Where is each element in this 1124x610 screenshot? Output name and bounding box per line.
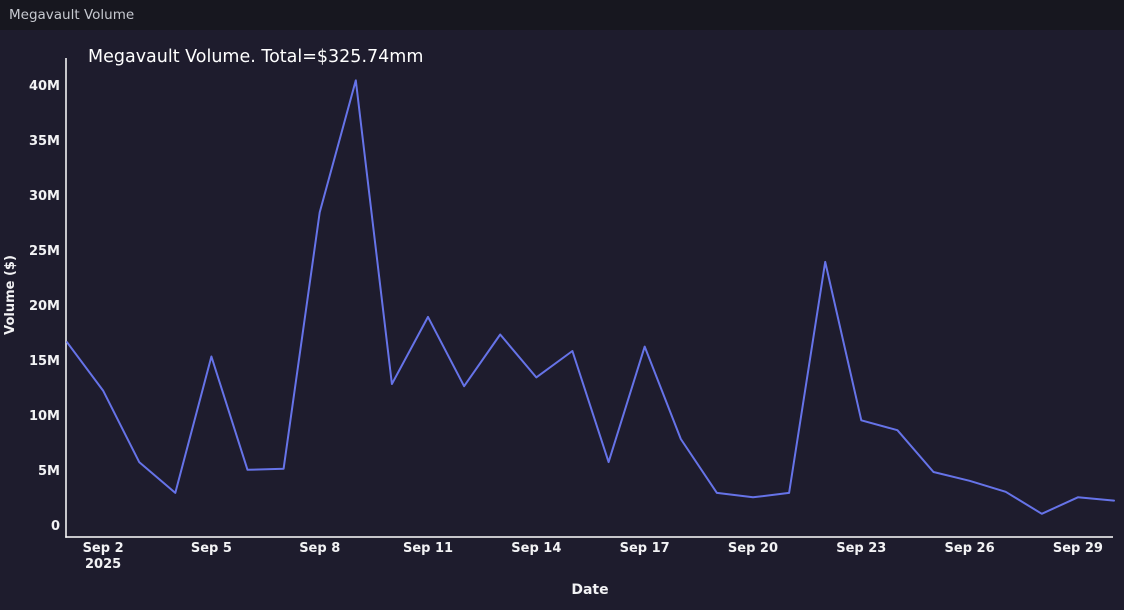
x-tick-label: Sep 23	[836, 541, 887, 556]
y-tick-label: 5M	[38, 464, 60, 479]
x-tick-label: Sep 14	[511, 541, 562, 556]
window-title-bar: Megavault Volume	[0, 0, 1124, 30]
x-tick-label: Sep 2 2025	[82, 541, 124, 572]
y-tick-label: 30M	[28, 189, 60, 204]
x-tick-label: Sep 8	[299, 541, 341, 556]
x-tick-label: Sep 26	[944, 541, 995, 556]
x-tick-label: Sep 5	[190, 541, 232, 556]
y-tick-label: 10M	[28, 409, 60, 424]
window-title: Megavault Volume	[9, 7, 135, 23]
x-tick-label: Sep 29	[1052, 541, 1103, 556]
y-tick-label: 15M	[28, 354, 60, 369]
y-tick-label: 25M	[28, 244, 60, 259]
y-axis-title: Volume ($)	[3, 255, 18, 335]
y-tick-label: 40M	[28, 79, 60, 94]
y-tick-label: 35M	[28, 134, 60, 149]
plot-area[interactable]	[66, 58, 1114, 537]
x-tick-label: Sep 17	[619, 541, 670, 556]
x-tick-label: Sep 11	[402, 541, 454, 556]
y-tick-label: 0	[50, 519, 60, 534]
x-tick-label: Sep 20	[727, 541, 778, 556]
chart-title: Megavault Volume. Total=$325.74mm	[88, 47, 424, 67]
y-tick-label: 20M	[28, 299, 60, 314]
x-axis-title: Date	[571, 582, 609, 598]
